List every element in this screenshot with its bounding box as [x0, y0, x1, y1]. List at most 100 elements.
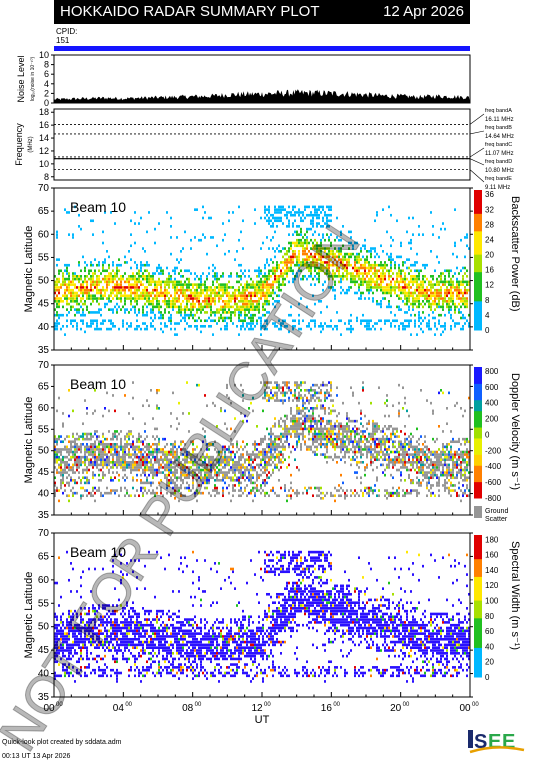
- echo-cell: [282, 419, 284, 423]
- echo-cell: [184, 327, 186, 331]
- echo-cell: [142, 247, 144, 250]
- echo-cell: [80, 286, 82, 289]
- echo-cell: [162, 448, 164, 451]
- echo-cell: [94, 499, 96, 503]
- echo-cell: [304, 261, 306, 264]
- echo-cell: [212, 466, 214, 469]
- echo-cell: [122, 275, 124, 278]
- echo-cell: [290, 481, 292, 485]
- echo-cell: [62, 283, 64, 286]
- echo-cell: [316, 427, 318, 431]
- echo-cell: [192, 455, 194, 459]
- echo-cell: [200, 476, 202, 480]
- echo-cell: [434, 294, 436, 298]
- echo-cell: [436, 305, 438, 309]
- echo-cell: [278, 208, 280, 211]
- echo-cell: [342, 263, 344, 267]
- echo-cell: [434, 322, 436, 325]
- echo-cell: [354, 261, 356, 264]
- echo-cell: [186, 381, 188, 384]
- echo-cell: [396, 272, 398, 275]
- echo-cell: [248, 473, 250, 477]
- echo-cell: [238, 476, 240, 480]
- echo-cell: [304, 427, 306, 431]
- echo-cell: [240, 445, 242, 449]
- echo-cell: [316, 437, 318, 441]
- echo-cell: [72, 432, 74, 436]
- echo-cell: [272, 445, 274, 449]
- echo-cell: [356, 252, 358, 256]
- echo-cell: [390, 291, 392, 295]
- echo-cell: [258, 316, 260, 320]
- echo-cell: [174, 476, 176, 480]
- echo-cell: [190, 291, 192, 295]
- echo-cell: [200, 479, 202, 482]
- echo-cell: [252, 409, 254, 413]
- echo-cell: [326, 396, 328, 400]
- echo-cell: [130, 445, 132, 449]
- echo-cell: [386, 263, 388, 267]
- echo-cell: [308, 425, 310, 428]
- echo-cell: [414, 302, 416, 306]
- echo-cell: [280, 208, 282, 211]
- echo-cell: [242, 291, 244, 295]
- echo-cell: [204, 236, 206, 239]
- echo-cell: [106, 269, 108, 273]
- echo-cell: [206, 294, 208, 298]
- echo-cell: [134, 445, 136, 449]
- echo-cell: [306, 230, 308, 234]
- echo-cell: [248, 479, 250, 482]
- echo-cell: [106, 466, 108, 469]
- echo-cell: [102, 466, 104, 469]
- echo-cell: [162, 458, 164, 462]
- echo-cell: [128, 435, 130, 438]
- echo-cell: [266, 468, 268, 472]
- echo-cell: [406, 283, 408, 286]
- echo-cell: [62, 448, 64, 451]
- echo-cell: [386, 286, 388, 289]
- echo-cell: [366, 261, 368, 264]
- echo-cell: [326, 213, 328, 217]
- echo-cell: [422, 286, 424, 289]
- echo-cell: [312, 205, 314, 209]
- echo-cell: [262, 396, 264, 400]
- echo-cell: [222, 311, 224, 314]
- echo-cell: [78, 302, 80, 306]
- echo-cell: [260, 440, 262, 444]
- echo-cell: [400, 291, 402, 295]
- echo-cell: [216, 308, 218, 311]
- echo-cell: [394, 280, 396, 284]
- echo-cell: [414, 300, 416, 303]
- echo-cell: [418, 291, 420, 295]
- echo-cell: [250, 401, 252, 405]
- echo-cell: [294, 241, 296, 245]
- echo-cell: [62, 313, 64, 317]
- echo-cell: [292, 241, 294, 245]
- echo-cell: [274, 391, 276, 395]
- echo-cell: [70, 280, 72, 284]
- echo-cell: [286, 414, 288, 418]
- echo-cell: [254, 440, 256, 444]
- echo-cell: [110, 489, 112, 492]
- echo-cell: [160, 269, 162, 273]
- echo-cell: [210, 473, 212, 477]
- echo-cell: [320, 432, 322, 436]
- echo-cell: [224, 450, 226, 454]
- echo-cell: [264, 313, 266, 317]
- echo-cell: [410, 277, 412, 281]
- echo-cell: [62, 325, 64, 328]
- echo-cell: [218, 308, 220, 311]
- echo-cell: [144, 445, 146, 449]
- echo-cell: [268, 399, 270, 402]
- echo-cell: [268, 394, 270, 397]
- echo-cell: [294, 252, 296, 256]
- echo-cell: [268, 288, 270, 292]
- echo-cell: [268, 448, 270, 451]
- echo-cell: [216, 277, 218, 281]
- echo-cell: [210, 302, 212, 306]
- echo-cell: [160, 272, 162, 275]
- echo-cell: [166, 283, 168, 286]
- echo-cell: [160, 322, 162, 325]
- echo-cell: [390, 283, 392, 286]
- echo-cell: [168, 286, 170, 289]
